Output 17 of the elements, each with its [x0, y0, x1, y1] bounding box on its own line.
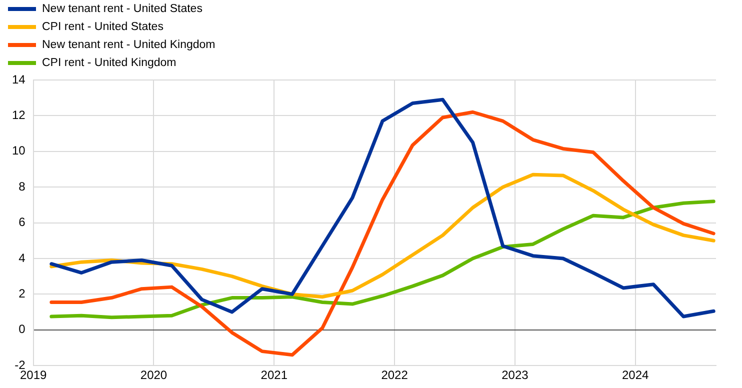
legend-label: CPI rent - United Kingdom [42, 57, 176, 69]
legend-label: New tenant rent - United States [42, 3, 202, 15]
y-tick-label: 0 [18, 322, 26, 336]
y-tick-label: 8 [18, 179, 26, 194]
x-tick-label: 2023 [502, 368, 529, 382]
y-tick-label: 10 [12, 144, 26, 158]
x-tick-label: 2020 [140, 368, 168, 382]
legend-label: New tenant rent - United Kingdom [42, 39, 216, 51]
y-tick-label: 14 [12, 72, 26, 86]
y-tick-label: 2 [18, 286, 26, 301]
legend-label: CPI rent - United States [42, 21, 164, 33]
x-tick-label: 2021 [260, 368, 288, 382]
x-tick-label: 2022 [381, 368, 408, 382]
y-tick-label: 6 [18, 215, 26, 230]
y-tick-label: 4 [18, 250, 26, 265]
y-tick-label: 12 [12, 108, 26, 122]
x-tick-label: 2024 [622, 368, 650, 382]
